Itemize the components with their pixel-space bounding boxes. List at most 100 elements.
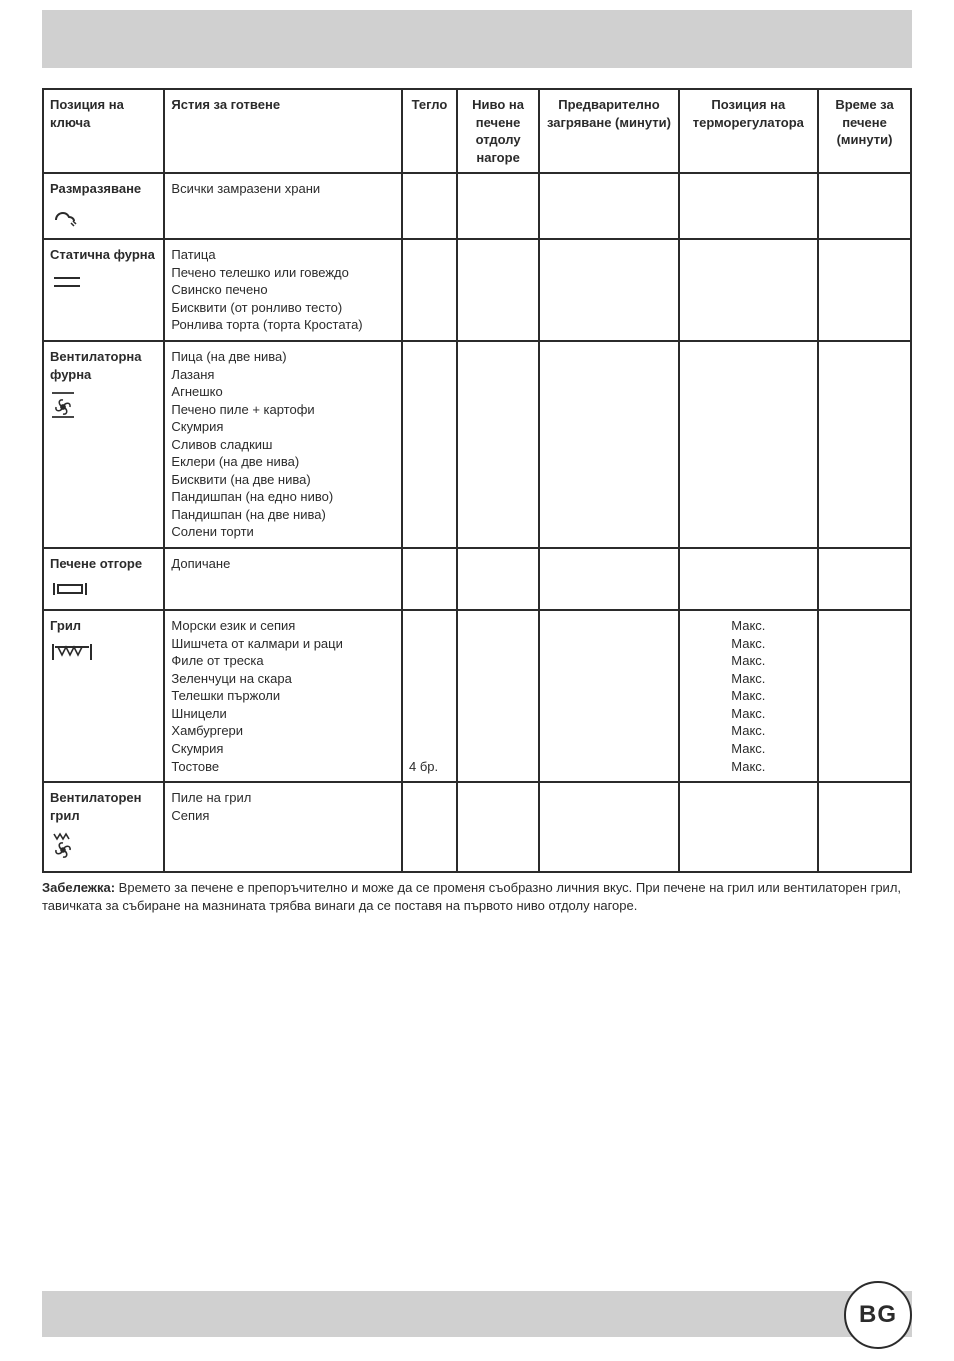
value-line	[409, 687, 450, 705]
dish-line: Патица	[171, 246, 395, 264]
dish-line: Сливов сладкиш	[171, 436, 395, 454]
dish-line: Бисквити (от ронливо тесто)	[171, 299, 395, 317]
cell-mode: Печене отгоре	[43, 548, 164, 610]
value-line	[409, 670, 450, 688]
cell-level	[457, 341, 539, 548]
th-level: Ниво на печене отдолу нагоре	[457, 89, 539, 173]
value-line	[409, 652, 450, 670]
cell-dishes: Всички замразени храни	[164, 173, 402, 239]
dish-line: Зеленчуци на скара	[171, 670, 395, 688]
cell-time	[818, 341, 911, 548]
content-area: Позиция на ключа Ястия за готвене Тегло …	[42, 88, 912, 915]
dish-line: Шницели	[171, 705, 395, 723]
cell-time	[818, 239, 911, 341]
dish-line: Свинско печено	[171, 281, 395, 299]
value-line	[464, 555, 532, 573]
cell-thermo: Макс.Макс.Макс.Макс.Макс.Макс.Макс.Макс.…	[679, 610, 818, 782]
value-line: Макс.	[686, 670, 811, 688]
dish-line: Хамбургери	[171, 722, 395, 740]
value-line: Макс.	[686, 687, 811, 705]
mode-label: Размразяване	[50, 180, 157, 198]
cooking-table: Позиция на ключа Ястия за готвене Тегло …	[42, 88, 912, 873]
cell-weight	[402, 341, 457, 548]
value-line: Макс.	[686, 722, 811, 740]
value-line	[825, 555, 904, 573]
value-line	[546, 555, 671, 573]
dish-line: Бисквити (на две нива)	[171, 471, 395, 489]
dish-line: Скумрия	[171, 740, 395, 758]
value-line	[409, 617, 450, 635]
cell-level	[457, 782, 539, 872]
footer-gray-strip: BG	[42, 1291, 912, 1337]
cell-weight: 4 бр.	[402, 610, 457, 782]
dish-line: Сепия	[171, 807, 395, 825]
table-body: Размразяване Всички замразени храни Стати…	[43, 173, 911, 872]
note-text: Времето за печене е препоръчително и мож…	[42, 880, 901, 913]
th-weight: Тегло	[402, 89, 457, 173]
value-line	[409, 705, 450, 723]
table-row: Статична фурна ПатицаПечено телешко или г…	[43, 239, 911, 341]
mode-label: Статична фурна	[50, 246, 157, 264]
th-thermo: Позиция на терморегулатора	[679, 89, 818, 173]
defrost-icon	[50, 204, 157, 233]
cell-time	[818, 610, 911, 782]
cell-dishes: Морски език и сепияШишчета от калмари и …	[164, 610, 402, 782]
cell-time	[818, 548, 911, 610]
dish-line: Ронлива торта (торта Кростата)	[171, 316, 395, 334]
cell-weight	[402, 782, 457, 872]
value-line	[464, 180, 532, 198]
cell-weight	[402, 239, 457, 341]
note-label: Забележка:	[42, 880, 115, 895]
dish-line: Пиле на грил	[171, 789, 395, 807]
dish-line: Всички замразени храни	[171, 180, 395, 198]
cell-weight	[402, 548, 457, 610]
cell-preheat	[539, 782, 678, 872]
cell-level	[457, 548, 539, 610]
cell-dishes: Пиле на грилСепия	[164, 782, 402, 872]
dish-line: Агнешко	[171, 383, 395, 401]
cell-mode: Статична фурна	[43, 239, 164, 341]
dish-line: Пандишпан (на две нива)	[171, 506, 395, 524]
page: Позиция на ключа Ястия за готвене Тегло …	[0, 10, 954, 1361]
dish-line: Скумрия	[171, 418, 395, 436]
dish-line: Пица (на две нива)	[171, 348, 395, 366]
cell-preheat	[539, 548, 678, 610]
table-row: Печене отгоре Допичане	[43, 548, 911, 610]
mode-label: Грил	[50, 617, 157, 635]
value-line	[409, 635, 450, 653]
cell-thermo	[679, 548, 818, 610]
table-header-row: Позиция на ключа Ястия за готвене Тегло …	[43, 89, 911, 173]
value-line: 4 бр.	[409, 758, 450, 776]
th-dishes: Ястия за готвене	[164, 89, 402, 173]
top-icon	[50, 579, 157, 604]
value-line	[686, 180, 811, 198]
dish-line: Солени торти	[171, 523, 395, 541]
cell-time	[818, 782, 911, 872]
dish-line: Лазаня	[171, 366, 395, 384]
cell-level	[457, 173, 539, 239]
value-line: Макс.	[686, 617, 811, 635]
dish-line: Филе от треска	[171, 652, 395, 670]
table-row: Вентилаторен грилПиле на грилСепия	[43, 782, 911, 872]
cell-preheat	[539, 239, 678, 341]
dish-line: Печено телешко или говеждо	[171, 264, 395, 282]
cell-level	[457, 239, 539, 341]
mode-label: Печене отгоре	[50, 555, 157, 573]
cell-time	[818, 173, 911, 239]
header-gray-strip	[42, 10, 912, 68]
fan-icon	[50, 389, 157, 424]
dish-line: Допичане	[171, 555, 395, 573]
cell-thermo	[679, 173, 818, 239]
cell-preheat	[539, 610, 678, 782]
dish-line: Шишчета от калмари и раци	[171, 635, 395, 653]
table-row: Размразяване Всички замразени храни	[43, 173, 911, 239]
cell-dishes: Пица (на две нива)ЛазаняАгнешкоПечено пи…	[164, 341, 402, 548]
cell-mode: Вентилаторен грил	[43, 782, 164, 872]
cell-dishes: ПатицаПечено телешко или говеждоСвинско …	[164, 239, 402, 341]
value-line: Макс.	[686, 758, 811, 776]
cell-level	[457, 610, 539, 782]
value-line	[409, 555, 450, 573]
table-row: Вентилаторна фурнаПица (на две нива)Лаза…	[43, 341, 911, 548]
mode-label: Вентилаторна фурна	[50, 348, 157, 383]
cell-thermo	[679, 782, 818, 872]
